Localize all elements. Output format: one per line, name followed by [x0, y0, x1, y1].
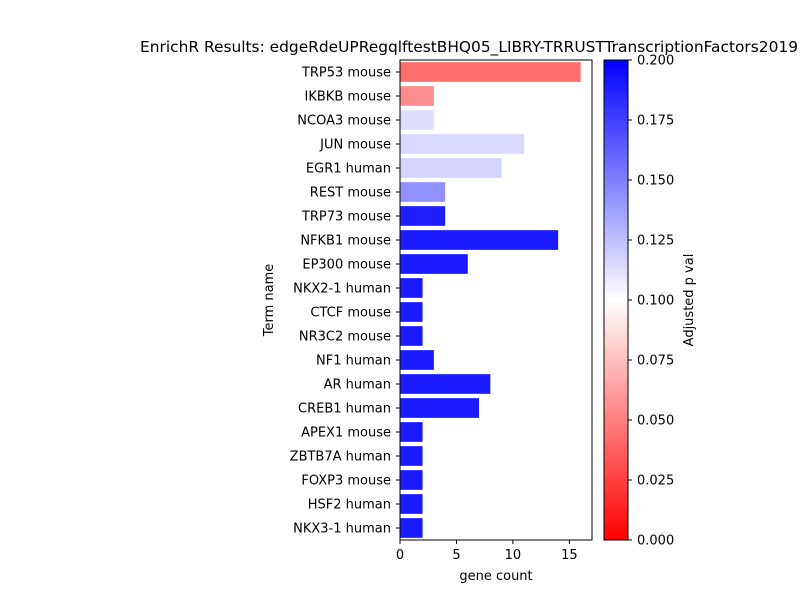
bar	[400, 182, 446, 202]
colorbar-tick-label: 0.000	[637, 534, 674, 549]
bar	[400, 302, 423, 322]
bars-layer	[400, 62, 581, 538]
colorbar-tick-label: 0.100	[637, 294, 674, 309]
bar	[400, 134, 525, 154]
bar	[400, 470, 423, 490]
bar	[400, 422, 423, 442]
y-tick-label: CREB1 human	[298, 402, 391, 417]
y-tick-label: ZBTB7A human	[290, 450, 391, 465]
y-tick-label: APEX1 mouse	[301, 426, 391, 441]
bar	[400, 110, 434, 130]
colorbar-ticks: 0.000 0.025 0.050 0.075 0.100 0.125 0.150 0.175…	[628, 54, 674, 549]
y-tick-label: NKX3-1 human	[293, 522, 391, 537]
bar	[400, 494, 423, 514]
y-axis-ticks: TRP53 mouse IKBKB mouse NCOA3 mouse JUN mou…	[290, 66, 400, 537]
bar	[400, 158, 502, 178]
y-tick-label: TRP73 mouse	[301, 210, 391, 225]
bar	[400, 62, 581, 82]
x-tick-label: 15	[561, 548, 578, 563]
y-tick-label: EP300 mouse	[302, 258, 391, 273]
colorbar-tick-label: 0.025	[637, 474, 674, 489]
y-tick-label: HSF2 human	[308, 498, 391, 513]
colorbar-tick-label: 0.125	[637, 234, 674, 249]
bar	[400, 518, 423, 538]
colorbar-tick-label: 0.075	[637, 354, 674, 369]
y-tick-label: NR3C2 mouse	[299, 330, 391, 345]
plot-frame	[399, 59, 593, 541]
bar	[400, 278, 423, 298]
y-axis-label: Term name	[262, 264, 277, 338]
bar	[400, 254, 468, 274]
x-tick-label: 0	[396, 548, 404, 563]
colorbar-tick-label: 0.175	[637, 114, 674, 129]
bar	[400, 398, 480, 418]
bar	[400, 206, 446, 226]
x-axis-ticks: 0 5 10 15	[396, 540, 578, 563]
y-tick-label: JUN mouse	[319, 138, 391, 153]
y-tick-label: FOXP3 mouse	[301, 474, 391, 489]
bar	[400, 446, 423, 466]
colorbar	[603, 59, 629, 541]
x-axis-label: gene count	[459, 569, 532, 584]
chart-title: EnrichR Results: edgeRdeUPRegqlftestBHQ0…	[140, 38, 798, 57]
y-tick-label: NKX2-1 human	[293, 282, 391, 297]
y-tick-label: NFKB1 mouse	[300, 234, 391, 249]
bar	[400, 350, 434, 370]
colorbar-tick-label: 0.150	[637, 174, 674, 189]
colorbar-tick-label: 0.200	[637, 54, 674, 69]
x-tick-label: 10	[505, 548, 522, 563]
y-tick-label: TRP53 mouse	[301, 66, 391, 81]
bar	[400, 86, 434, 106]
y-tick-label: IKBKB mouse	[305, 90, 391, 105]
colorbar-tick-label: 0.050	[637, 414, 674, 429]
bar	[400, 326, 423, 346]
colorbar-label: Adjusted p val	[682, 254, 697, 347]
bar	[400, 230, 559, 250]
y-tick-label: NCOA3 mouse	[297, 114, 391, 129]
x-tick-label: 5	[452, 548, 460, 563]
y-tick-label: AR human	[324, 378, 391, 393]
y-tick-label: NF1 human	[316, 354, 391, 369]
bar	[400, 374, 491, 394]
y-tick-label: CTCF mouse	[310, 306, 391, 321]
y-tick-label: EGR1 human	[306, 162, 391, 177]
y-tick-label: REST mouse	[310, 186, 391, 201]
